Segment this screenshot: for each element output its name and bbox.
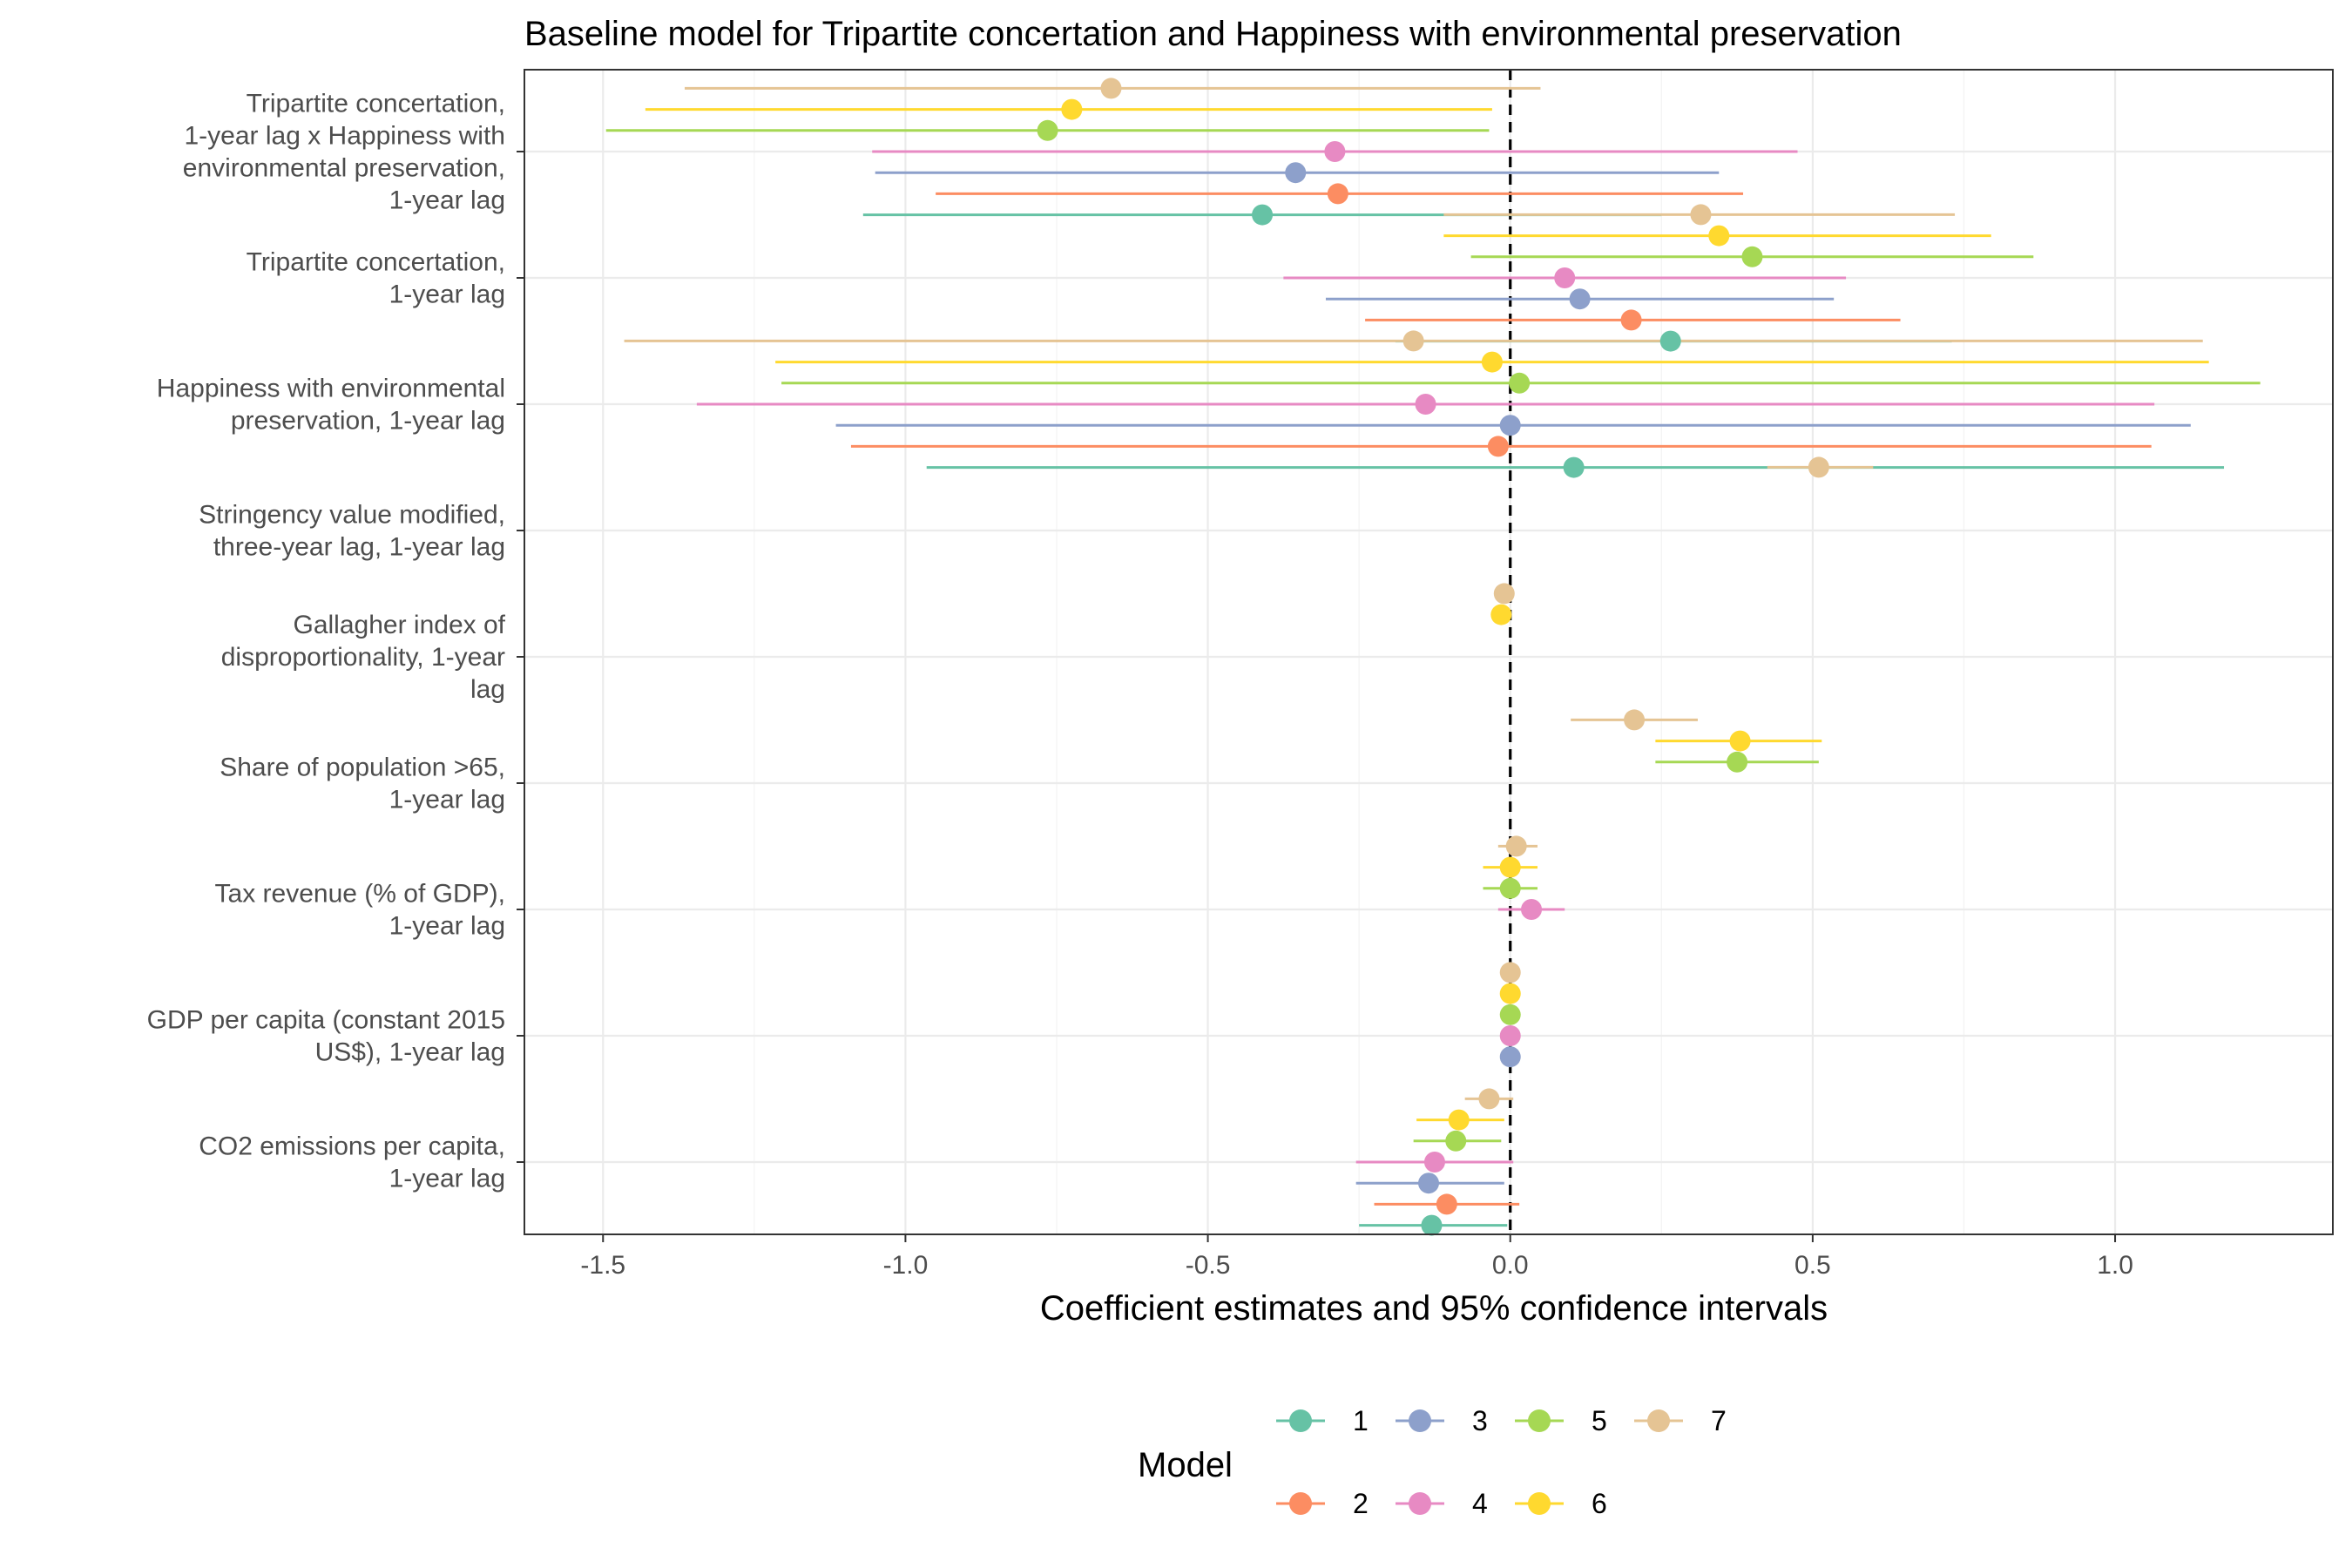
y-axis-label-t3: Happiness with environmental preservation… bbox=[157, 375, 505, 436]
x-tick-label: 1.0 bbox=[2097, 1251, 2133, 1280]
x-tick-label: -1.0 bbox=[883, 1251, 929, 1280]
estimate-point-model-3 bbox=[1418, 1173, 1439, 1194]
estimate-point-model-6 bbox=[1490, 604, 1512, 625]
legend-item-model-1: 1 bbox=[1276, 1405, 1369, 1436]
estimate-point-model-5 bbox=[1445, 1130, 1467, 1152]
legend: Model 1 2 3 4 5 6 7 bbox=[1138, 1405, 1727, 1519]
legend-items: 1 2 3 4 5 6 7 bbox=[1276, 1405, 1727, 1519]
x-tick-label: 0.5 bbox=[1794, 1251, 1831, 1280]
y-axis-label-t6: Share of population >65, 1-year lag bbox=[220, 754, 505, 814]
x-tick-label: -1.5 bbox=[580, 1251, 625, 1280]
legend-key-point bbox=[1409, 1409, 1431, 1432]
estimate-point-model-2 bbox=[1327, 183, 1348, 205]
legend-key-point bbox=[1647, 1409, 1670, 1432]
estimate-point-model-2 bbox=[1436, 1193, 1457, 1215]
estimate-point-model-1 bbox=[1421, 1214, 1443, 1236]
estimate-point-model-7 bbox=[1402, 330, 1424, 352]
estimate-point-model-3 bbox=[1499, 415, 1521, 436]
estimate-point-model-5 bbox=[1499, 877, 1521, 899]
legend-key-point bbox=[1289, 1409, 1312, 1432]
estimate-point-model-7 bbox=[1478, 1088, 1500, 1110]
legend-title: Model bbox=[1138, 1446, 1233, 1484]
estimate-point-model-6 bbox=[1729, 730, 1751, 752]
plot-panel-border bbox=[524, 69, 2334, 1235]
estimate-point-model-7 bbox=[1499, 962, 1521, 983]
estimate-point-model-3 bbox=[1569, 288, 1591, 310]
legend-label: 7 bbox=[1711, 1405, 1727, 1436]
estimate-point-model-4 bbox=[1499, 1025, 1521, 1046]
estimate-point-model-6 bbox=[1499, 983, 1521, 1004]
y-axis-label-t9: CO2 emissions per capita, 1-year lag bbox=[199, 1132, 505, 1193]
estimate-point-model-7 bbox=[1493, 583, 1515, 605]
estimate-point-model-4 bbox=[1554, 267, 1576, 288]
y-axis-label-t8: GDP per capita (constant 2015 US$), 1-yea… bbox=[147, 1006, 505, 1067]
x-tick-label: -0.5 bbox=[1186, 1251, 1231, 1280]
legend-item-model-6: 6 bbox=[1515, 1488, 1607, 1519]
estimate-point-model-5 bbox=[1509, 372, 1531, 394]
legend-label: 5 bbox=[1592, 1405, 1607, 1436]
estimate-point-model-2 bbox=[1487, 436, 1509, 457]
estimate-point-model-5 bbox=[1499, 1004, 1521, 1025]
estimate-point-model-5 bbox=[1741, 246, 1763, 267]
estimate-point-model-1 bbox=[1659, 330, 1681, 352]
legend-label: 3 bbox=[1472, 1405, 1488, 1436]
estimate-point-model-6 bbox=[1061, 98, 1083, 120]
estimate-point-model-4 bbox=[1521, 899, 1543, 920]
y-axis-label-t4: Stringency value modified, three-year lag… bbox=[199, 501, 505, 562]
y-axis-label-t1: Tripartite concertation, 1-year lag x Hap… bbox=[183, 90, 505, 215]
y-axis-label-t2: Tripartite concertation, 1-year lag bbox=[247, 248, 505, 309]
estimate-point-model-7 bbox=[1505, 835, 1527, 857]
x-axis: -1.5 -1.0 -0.5 0.0 0.5 1.0 bbox=[580, 1234, 2133, 1280]
estimate-point-model-5 bbox=[1037, 119, 1058, 141]
legend-label: 4 bbox=[1472, 1488, 1488, 1519]
legend-item-model-2: 2 bbox=[1276, 1488, 1369, 1519]
estimate-point-model-4 bbox=[1415, 394, 1436, 415]
legend-key-point bbox=[1528, 1409, 1551, 1432]
legend-key-point bbox=[1289, 1492, 1312, 1515]
estimate-point-model-3 bbox=[1499, 1046, 1521, 1068]
estimate-point-model-7 bbox=[1808, 456, 1829, 478]
estimate-point-model-6 bbox=[1499, 856, 1521, 878]
legend-label: 2 bbox=[1353, 1488, 1369, 1519]
estimate-point-model-6 bbox=[1481, 351, 1503, 373]
legend-item-model-7: 7 bbox=[1634, 1405, 1727, 1436]
legend-label: 1 bbox=[1353, 1405, 1369, 1436]
legend-item-model-4: 4 bbox=[1396, 1488, 1488, 1519]
chart-title: Baseline model for Tripartite concertati… bbox=[524, 15, 1902, 53]
estimate-point-model-4 bbox=[1324, 141, 1346, 162]
estimate-point-model-7 bbox=[1100, 78, 1122, 99]
y-axis-label-t7: Tax revenue (% of GDP), 1-year lag bbox=[215, 880, 505, 941]
legend-item-model-5: 5 bbox=[1515, 1405, 1607, 1436]
y-axis-label-t5: Gallagher index of disproportionality, 1-… bbox=[221, 611, 506, 704]
coefficient-points bbox=[1037, 78, 1829, 1236]
x-tick-label: 0.0 bbox=[1492, 1251, 1529, 1280]
plot-grid bbox=[524, 70, 2333, 1234]
legend-key-point bbox=[1528, 1492, 1551, 1515]
estimate-point-model-6 bbox=[1708, 225, 1730, 247]
estimate-point-model-1 bbox=[1252, 204, 1274, 226]
legend-item-model-3: 3 bbox=[1396, 1405, 1488, 1436]
legend-label: 6 bbox=[1592, 1488, 1607, 1519]
estimate-point-model-2 bbox=[1620, 309, 1642, 331]
estimate-point-model-7 bbox=[1690, 204, 1712, 226]
estimate-point-model-6 bbox=[1448, 1109, 1470, 1131]
estimate-point-model-7 bbox=[1624, 709, 1646, 731]
x-axis-label: Coefficient estimates and 95% confidence… bbox=[1040, 1289, 1828, 1328]
estimate-point-model-4 bbox=[1423, 1152, 1445, 1173]
estimate-point-model-1 bbox=[1563, 456, 1585, 478]
estimate-point-model-3 bbox=[1285, 162, 1307, 184]
estimate-point-model-5 bbox=[1727, 751, 1748, 773]
y-axis: Tripartite concertation, 1-year lag x Hap… bbox=[147, 90, 524, 1193]
legend-key-point bbox=[1409, 1492, 1431, 1515]
